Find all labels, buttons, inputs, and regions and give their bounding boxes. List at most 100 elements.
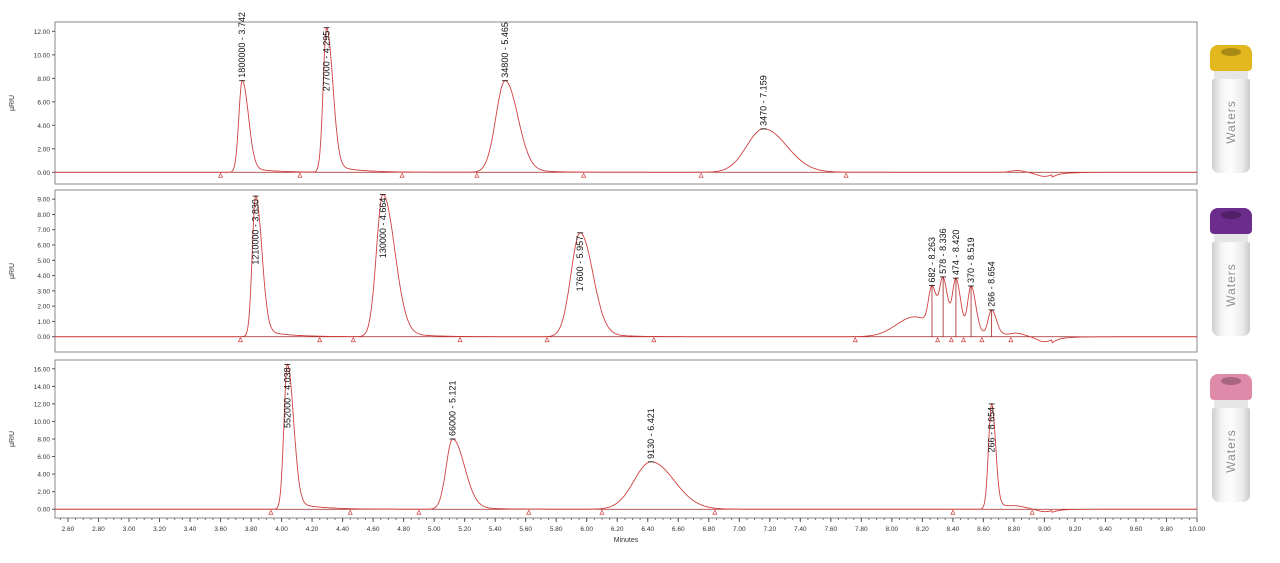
integration-marker xyxy=(297,172,303,178)
y-axis-label: µRIU xyxy=(9,95,16,111)
x-tick-label: 3.40 xyxy=(184,526,197,533)
y-tick-label: 4.00 xyxy=(37,123,50,130)
chromatogram-panel-2: µRIU 0.00 1.00 2.00 3.00 4.00 5.00 6.00 7.00 8.00… xyxy=(9,189,1198,353)
peak-label: 1800000 - 3.742 xyxy=(237,12,247,78)
x-tick-label: 7.80 xyxy=(855,526,868,533)
x-tick-label: 3.00 xyxy=(123,526,136,533)
y-tick-label: 9.00 xyxy=(37,197,50,204)
integration-marker xyxy=(651,336,657,343)
x-tick-label: 8.80 xyxy=(1008,526,1021,533)
x-tick-label: 3.20 xyxy=(153,526,166,533)
integration-marker xyxy=(948,336,954,343)
y-tick-label: 2.00 xyxy=(37,489,50,496)
y-tick-label: 6.00 xyxy=(37,99,50,106)
integration-marker xyxy=(526,509,532,515)
vial-brand: Waters xyxy=(1224,263,1238,308)
integration-marker xyxy=(416,509,422,515)
peak-label: 370 - 8.519 xyxy=(966,237,976,283)
peak-label: 474 - 8.420 xyxy=(951,230,961,276)
integration-marker xyxy=(581,172,587,178)
x-tick-label: 8.00 xyxy=(886,526,899,533)
peak-label: 552000 - 4.038 xyxy=(282,367,292,428)
peak-label: 1210000 - 3.830 xyxy=(251,199,261,265)
plot-frame xyxy=(54,21,1198,185)
vial-cap xyxy=(1210,208,1252,234)
vial-brand: Waters xyxy=(1224,429,1238,474)
y-tick-label: 0.00 xyxy=(37,507,50,514)
x-tick-label: 6.60 xyxy=(672,526,685,533)
x-tick-label: 5.60 xyxy=(519,526,532,533)
x-tick-label: 7.60 xyxy=(824,526,837,533)
integration-marker xyxy=(599,509,605,515)
peak-label: 266 - 8.654 xyxy=(987,261,997,307)
peak-label: 682 - 8.263 xyxy=(927,237,937,283)
y-axis-label: µRIU xyxy=(9,431,16,447)
integration-marker xyxy=(350,336,356,343)
chromatogram-trace xyxy=(55,363,1197,513)
x-tick-label: 4.40 xyxy=(336,526,349,533)
y-tick-label: 2.00 xyxy=(37,304,50,311)
peak-label: 3470 - 7.159 xyxy=(759,75,769,126)
x-tick-label: 4.20 xyxy=(306,526,319,533)
peak-label: 277000 - 4.295 xyxy=(322,31,332,92)
y-tick-label: 4.00 xyxy=(37,472,50,479)
integration-marker xyxy=(1029,509,1035,515)
integration-marker xyxy=(399,172,405,178)
integration-marker xyxy=(317,336,323,343)
y-tick-label: 10.00 xyxy=(34,52,51,59)
vial-yellow-cap: Waters xyxy=(1208,45,1254,175)
y-tick-label: 6.00 xyxy=(37,454,50,461)
y-axis-label: µRIU xyxy=(9,263,16,279)
x-tick-label: 9.80 xyxy=(1160,526,1173,533)
vial-cap xyxy=(1210,45,1252,71)
y-tick-label: 6.00 xyxy=(37,243,50,250)
chromatogram-panel-1: µRIU 0.00 2.00 4.00 6.00 8.00 10.00 12.00 180000… xyxy=(9,12,1198,185)
integration-marker xyxy=(979,336,985,343)
y-tick-label: 0.00 xyxy=(37,170,50,177)
vial-brand: Waters xyxy=(1224,100,1238,145)
peak-label: 266 - 8.654 xyxy=(987,407,997,453)
y-tick-label: 10.00 xyxy=(34,419,51,426)
y-tick-label: 8.00 xyxy=(37,437,50,444)
x-tick-label: 9.20 xyxy=(1069,526,1082,533)
plot-frame xyxy=(54,359,1198,519)
x-tick-label: 6.20 xyxy=(611,526,624,533)
integration-marker xyxy=(217,172,224,178)
integration-marker xyxy=(474,172,480,178)
x-tick-label: 3.80 xyxy=(245,526,258,533)
x-tick-label: 5.40 xyxy=(489,526,502,533)
x-tick-label: 2.80 xyxy=(92,526,105,533)
integration-marker xyxy=(852,336,858,343)
integration-marker xyxy=(1008,336,1014,343)
y-tick-label: 7.00 xyxy=(37,227,50,234)
x-tick-label: 4.60 xyxy=(367,526,380,533)
x-tick-label: 9.00 xyxy=(1038,526,1051,533)
peak-label: 34800 - 5.465 xyxy=(500,22,510,78)
integration-marker xyxy=(544,336,550,343)
x-tick-label: 2.60 xyxy=(62,526,75,533)
x-tick-label: 10.00 xyxy=(1189,526,1206,533)
y-tick-label: 12.00 xyxy=(34,29,51,36)
y-tick-label: 2.00 xyxy=(37,146,50,153)
x-tick-label: 9.40 xyxy=(1099,526,1112,533)
integration-marker xyxy=(843,172,849,178)
peak-label: 130000 - 4.664 xyxy=(378,198,388,259)
y-tick-label: 4.00 xyxy=(37,273,50,280)
chromatogram-trace xyxy=(55,194,1197,344)
integration-marker xyxy=(698,172,704,178)
vial-cap xyxy=(1210,374,1252,400)
x-tick-label: 6.80 xyxy=(702,526,715,533)
y-tick-label: 0.00 xyxy=(37,334,50,341)
peak-label: 66000 - 5.121 xyxy=(448,380,458,436)
x-tick-label: 8.60 xyxy=(977,526,990,533)
integration-marker xyxy=(237,336,243,343)
x-tick-label: 9.60 xyxy=(1130,526,1143,533)
x-tick-label: 3.60 xyxy=(214,526,227,533)
integration-marker xyxy=(950,509,956,515)
integration-marker xyxy=(935,336,941,343)
x-tick-label: 6.00 xyxy=(580,526,593,533)
peak-label: 578 - 8.336 xyxy=(938,228,948,274)
y-tick-label: 14.00 xyxy=(34,384,51,391)
chromatogram-panel-3: µRIU 0.00 2.00 4.00 6.00 8.00 10.00 12.00 14.00 1… xyxy=(9,359,1206,544)
